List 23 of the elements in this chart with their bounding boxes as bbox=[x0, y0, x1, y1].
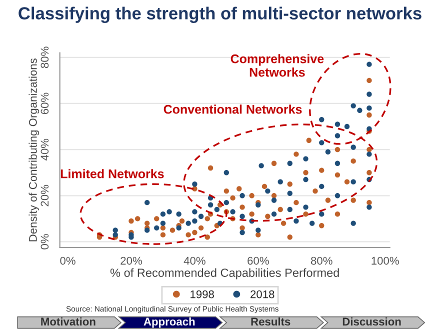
y-axis-title: Density of Contributing Organizations bbox=[28, 58, 40, 242]
y-tick-label: 60% bbox=[40, 92, 49, 114]
text: Results bbox=[251, 317, 290, 326]
legend-label: 2018 bbox=[250, 290, 274, 298]
x-tick-label: 100% bbox=[372, 256, 399, 265]
annotation: Comprehensive Networks bbox=[230, 54, 324, 77]
y-tick-label: 40% bbox=[40, 138, 49, 160]
legend-label: 1998 bbox=[190, 290, 214, 298]
text: Discussion bbox=[342, 317, 401, 326]
x-axis-title: % of Recommended Capabilities Performed bbox=[110, 268, 339, 280]
x-tick-label: 0% bbox=[60, 256, 76, 265]
y-tick-label: 20% bbox=[40, 184, 49, 206]
x-tick-label: 40% bbox=[184, 256, 206, 265]
x-tick-label: 80% bbox=[310, 256, 332, 265]
annotation: Conventional Networks bbox=[164, 104, 302, 114]
chart-title: Classifying the strength of multi-sector networks bbox=[18, 6, 422, 23]
y-tick-label: 0% bbox=[40, 234, 49, 250]
text: Motivation bbox=[41, 317, 96, 326]
y-tick-label: 80% bbox=[40, 46, 49, 68]
text: Approach bbox=[144, 317, 195, 328]
annotation: Limited Networks bbox=[60, 169, 164, 178]
x-tick-label: 60% bbox=[248, 256, 269, 265]
x-tick-label: 20% bbox=[120, 256, 142, 265]
